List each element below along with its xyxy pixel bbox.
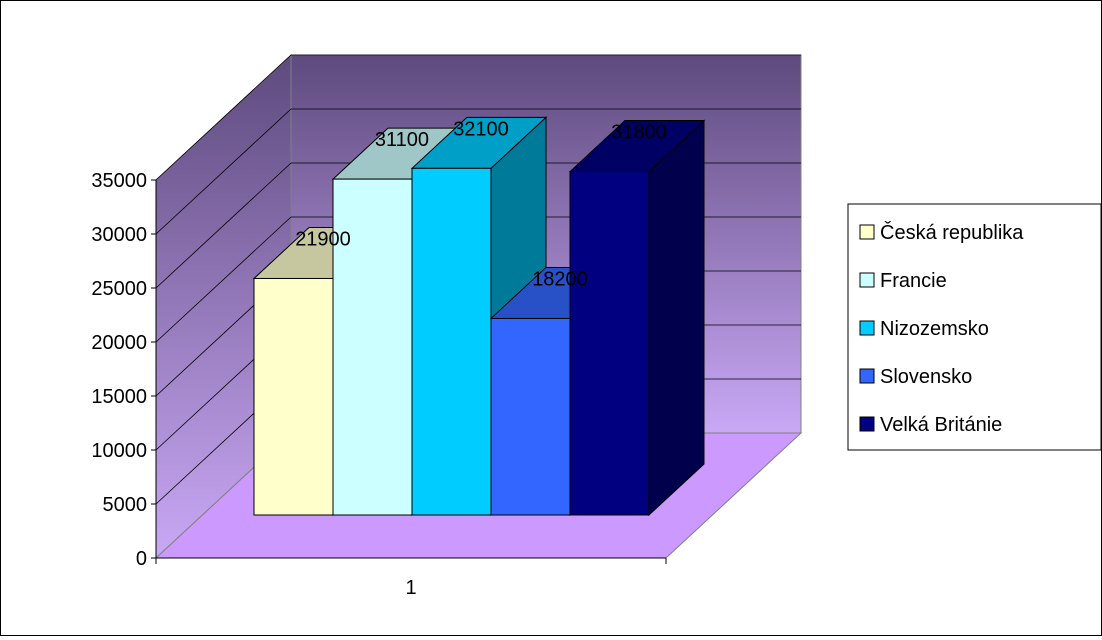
legend-swatch-2 [859,272,875,288]
data-label-1: 21900 [295,228,351,250]
legend-label-1: Česká republika [880,221,1024,244]
x-axis: 1 [155,557,667,599]
data-label-2: 31100 [375,129,429,151]
legend-box [847,203,1102,451]
gridline-side [155,216,292,343]
bars [252,116,706,517]
bar-5 [568,119,706,517]
bar-front-3 [411,167,492,516]
legend-label-3: Nizozemsko [880,318,989,340]
data-label-5: 31800 [611,122,667,144]
y-tick-label: 25000 [91,278,147,300]
legend-swatch-4 [859,368,875,384]
legend-swatch-5 [859,416,875,432]
bar-front-4 [490,317,571,516]
data-label-4: 18200 [532,268,588,290]
bar-front-5 [569,171,650,516]
gridline-side [155,108,292,235]
x-tick-label: 1 [405,577,416,599]
data-labels: 21900 31100 32100 18200 31800 [295,118,667,290]
legend-swatch-1 [859,224,875,240]
y-axis: 0 5000 10000 15000 20000 25000 30000 35000 [91,170,157,570]
y-tick-label: 5000 [103,494,148,516]
gridline-side [155,162,292,289]
y-tick-label: 10000 [91,440,147,462]
legend-label-2: Francie [880,270,947,292]
legend-label-4: Slovensko [880,366,972,388]
bar-front-2 [332,178,413,516]
bar-front-1 [253,277,334,516]
y-tick-label: 35000 [91,170,147,192]
y-tick-label: 0 [136,548,147,570]
legend: Česká republika Francie Nizozemsko Slovensk… [847,203,1102,451]
y-tick-label: 20000 [91,332,147,354]
bar-side-5 [648,119,705,517]
y-tick-label: 15000 [91,386,147,408]
legend-label-5: Velká Británie [880,414,1002,436]
legend-swatch-3 [859,320,875,336]
gridline-side [155,54,292,181]
y-tick-label: 30000 [91,224,147,246]
data-label-3: 32100 [453,118,509,140]
